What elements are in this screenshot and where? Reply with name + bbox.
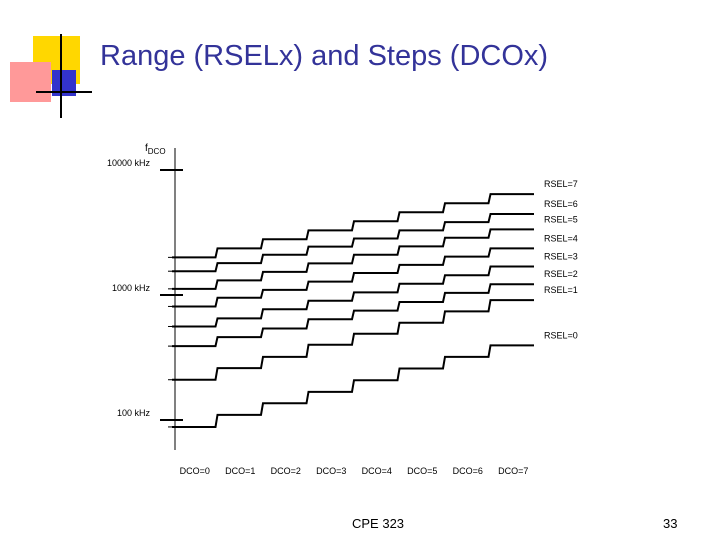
footer-course: CPE 323 [352, 516, 405, 531]
x-tick-label: DCO=0 [180, 466, 210, 476]
series-label: RSEL=2 [544, 269, 578, 279]
y-tick-label: 100 kHz [117, 408, 151, 418]
x-tick-group: DCO=0 DCO=1 DCO=2 DCO=3 DCO=4 DCO=5 DCO=6 DCO=7 [180, 466, 529, 476]
y-tick-group: 10000 kHz 1000 kHz 100 kHz [107, 158, 183, 421]
x-tick-label: DCO=7 [498, 466, 528, 476]
legend-group: RSEL=7 RSEL=6 RSEL=5 RSEL=4 RSEL=3 RSEL=2 RSEL… [544, 179, 578, 340]
series-label: RSEL=7 [544, 179, 578, 189]
series-line-rsel-6 [172, 212, 534, 273]
deco-horizontal-line [36, 91, 92, 93]
series-line-rsel-7 [172, 193, 534, 259]
series-line-rsel-5 [172, 228, 534, 290]
series-line-rsel-0 [172, 344, 534, 428]
y-axis-label: fDCO [145, 143, 166, 156]
slide-title: Range (RSELx) and Steps (DCOx) [100, 40, 549, 72]
page-number: 33 [663, 516, 678, 531]
deco-pink-square [10, 62, 51, 102]
y-tick-label: 1000 kHz [112, 283, 151, 293]
series-line-rsel-2 [172, 283, 534, 348]
series-label: RSEL=6 [544, 199, 578, 209]
series-label: RSEL=0 [544, 330, 578, 340]
x-tick-label: DCO=6 [453, 466, 483, 476]
series-label: RSEL=4 [544, 233, 578, 243]
y-tick-label: 10000 kHz [107, 158, 151, 168]
x-tick-label: DCO=2 [271, 466, 301, 476]
x-tick-label: DCO=1 [225, 466, 255, 476]
x-tick-label: DCO=3 [316, 466, 346, 476]
series-group [168, 193, 534, 428]
x-tick-label: DCO=4 [362, 466, 392, 476]
series-line-rsel-3 [172, 265, 534, 328]
y-axis-label-subscript: DCO [148, 147, 166, 156]
x-tick-label: DCO=5 [407, 466, 437, 476]
series-line-rsel-4 [172, 247, 534, 308]
y-axis-label-main: f [145, 143, 148, 154]
series-label: RSEL=3 [544, 252, 578, 262]
series-label: RSEL=1 [544, 285, 578, 295]
series-line-rsel-1 [172, 299, 534, 381]
series-label: RSEL=5 [544, 214, 578, 224]
deco-vertical-line [60, 34, 62, 118]
